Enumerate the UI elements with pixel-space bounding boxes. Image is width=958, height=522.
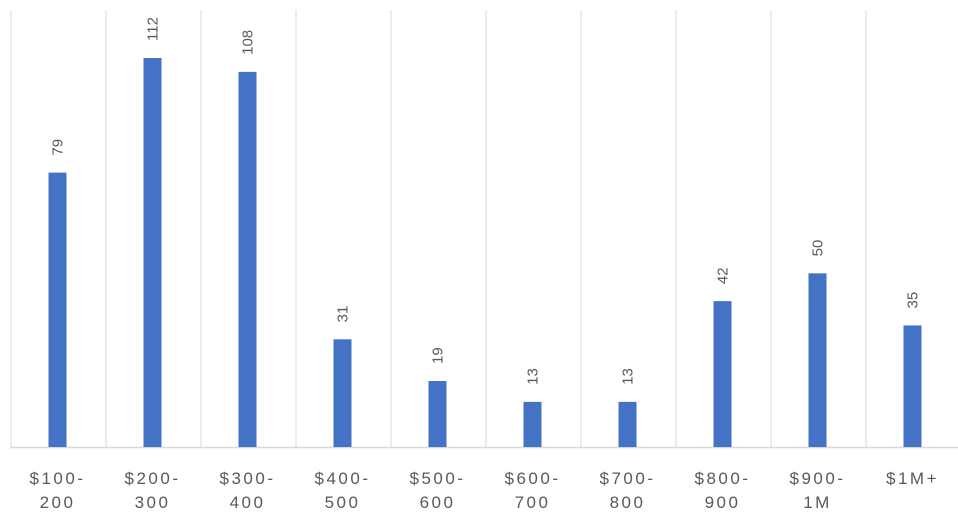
x-tick-label: 200 (40, 493, 76, 512)
x-tick-label: 800 (610, 493, 646, 512)
data-label: 50 (810, 240, 827, 257)
data-label: 13 (525, 368, 542, 385)
data-labels: 79 112 108 31 19 13 13 42 50 35 (50, 17, 922, 385)
x-tick-label: $600- (505, 469, 561, 488)
bar (523, 401, 542, 447)
bar (713, 301, 732, 447)
bar (808, 273, 827, 447)
bar (143, 58, 162, 447)
x-tick-label: 700 (515, 493, 551, 512)
bar (428, 381, 447, 447)
x-tick-label: $500- (410, 469, 466, 488)
bar (238, 71, 257, 448)
bar (618, 401, 637, 447)
data-label: 112 (145, 17, 162, 41)
bars (48, 58, 922, 448)
gridlines (10, 10, 867, 447)
x-tick-label: $400- (315, 469, 371, 488)
x-tick-label: $300- (220, 469, 276, 488)
x-tick-label: 900 (705, 493, 741, 512)
bar (48, 172, 67, 447)
bar (903, 325, 922, 447)
data-label: 79 (50, 139, 67, 156)
x-tick-label: $700- (600, 469, 656, 488)
x-tick-label: 400 (230, 493, 266, 512)
data-label: 13 (620, 368, 637, 385)
x-tick-label: 300 (135, 493, 171, 512)
x-tick-label: $100- (30, 469, 86, 488)
x-tick-label: $200- (125, 469, 181, 488)
x-tick-labels: $100- 200 $200- 300 $300- 400 $400- 500 $500- 600… (30, 469, 939, 512)
x-tick-label: 500 (325, 493, 361, 512)
data-label: 31 (335, 306, 352, 323)
x-tick-label: $800- (695, 469, 751, 488)
x-tick-label: 600 (420, 493, 456, 512)
x-tick-label: 1M (803, 493, 832, 512)
bar (333, 339, 352, 447)
data-label: 35 (905, 292, 922, 309)
data-label: 108 (240, 30, 257, 55)
x-tick-label: $900- (790, 469, 846, 488)
x-tick-label: $1M+ (886, 469, 939, 488)
data-label: 19 (430, 347, 447, 364)
data-label: 42 (715, 267, 732, 284)
